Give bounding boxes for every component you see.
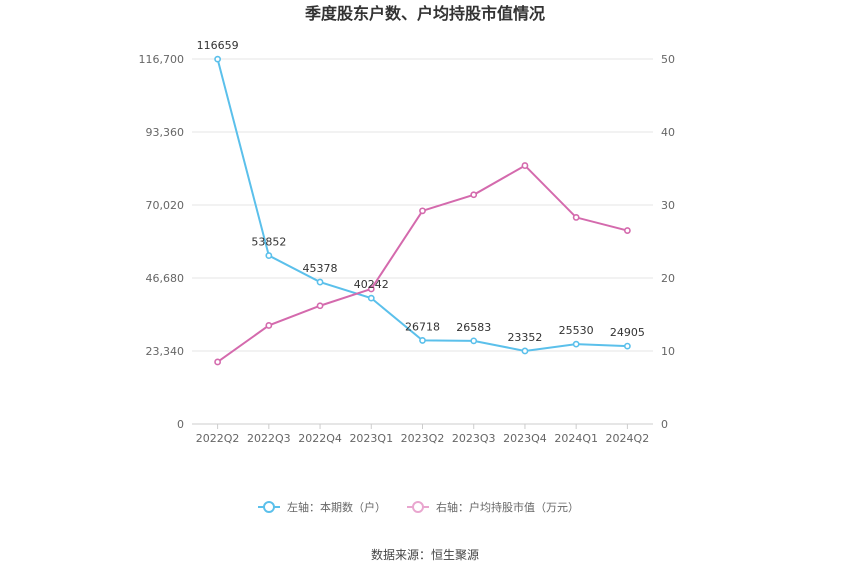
- left-tick-label: 93,360: [146, 126, 185, 139]
- data-point-0[interactable]: [572, 340, 580, 348]
- data-point-1[interactable]: [214, 358, 222, 366]
- data-point-1[interactable]: [470, 191, 478, 199]
- legend-item-left[interactable]: 左轴：本期数（户）: [258, 500, 386, 514]
- legend-label-right: 右轴：户均持股市值（万元）: [436, 500, 579, 514]
- x-tick-label: 2022Q3: [247, 432, 291, 445]
- data-label: 25530: [559, 324, 594, 337]
- left-tick-label: 46,680: [146, 272, 185, 285]
- right-tick-label: 10: [661, 345, 675, 358]
- x-tick-label: 2022Q2: [196, 432, 240, 445]
- legend-item-right[interactable]: 右轴：户均持股市值（万元）: [407, 500, 579, 514]
- data-label: 24905: [610, 326, 645, 339]
- right-tick-label: 50: [661, 53, 675, 66]
- data-point-0[interactable]: [214, 55, 222, 63]
- x-tick-label: 2023Q2: [401, 432, 445, 445]
- x-tick-label: 2022Q4: [298, 432, 342, 445]
- data-point-0[interactable]: [265, 252, 273, 259]
- left-axis: 0 23,340 46,680 70,020 93,360 116,700: [139, 53, 185, 431]
- data-label: 23352: [507, 331, 542, 344]
- legend-label-left: 左轴：本期数（户）: [287, 500, 386, 514]
- data-point-1[interactable]: [265, 322, 273, 329]
- x-tick-label: 2024Q1: [554, 432, 598, 445]
- source-text: 数据来源：恒生聚源: [371, 547, 479, 562]
- data-label: 40242: [354, 278, 389, 291]
- chart-title: 季度股东户数、户均持股市值情况: [304, 4, 545, 23]
- data-point-1[interactable]: [419, 207, 426, 215]
- data-point-1[interactable]: [572, 214, 580, 221]
- data-labels: 116659 53852 45378 40242 26718 26583 23352 2553…: [197, 39, 645, 344]
- right-tick-label: 30: [661, 199, 675, 212]
- right-tick-label: 0: [661, 418, 668, 431]
- data-point-0[interactable]: [316, 278, 324, 286]
- data-point-1[interactable]: [623, 227, 631, 234]
- data-label: 45378: [303, 262, 338, 275]
- data-point-1[interactable]: [316, 302, 324, 310]
- data-point-0[interactable]: [623, 342, 631, 350]
- data-point-0[interactable]: [470, 337, 478, 345]
- x-axis: 2022Q2 2022Q3 2022Q4 2023Q1 2023Q2 2023Q3 2023…: [196, 424, 649, 445]
- left-tick-label: 116,700: [139, 53, 185, 66]
- data-label: 26718: [405, 320, 440, 333]
- x-tick-label: 2023Q1: [349, 432, 393, 445]
- x-tick-label: 2023Q3: [452, 432, 496, 445]
- data-label: 116659: [197, 39, 239, 52]
- data-label: 53852: [251, 236, 286, 249]
- right-tick-label: 20: [661, 272, 675, 285]
- legend: 左轴：本期数（户） 右轴：户均持股市值（万元）: [258, 500, 579, 514]
- right-axis: 0 10 20 30 40 50: [661, 53, 675, 431]
- data-point-0[interactable]: [419, 337, 426, 344]
- series-layer: [214, 55, 631, 366]
- data-point-1[interactable]: [521, 162, 529, 169]
- left-tick-label: 0: [177, 418, 184, 431]
- x-tick-label: 2023Q4: [503, 432, 547, 445]
- left-tick-label: 70,020: [146, 199, 185, 212]
- data-point-0[interactable]: [367, 294, 375, 302]
- right-tick-label: 40: [661, 126, 675, 139]
- data-point-0[interactable]: [521, 347, 529, 355]
- data-label: 26583: [456, 321, 491, 334]
- data-point-1[interactable]: [367, 285, 375, 293]
- left-tick-label: 23,340: [146, 345, 185, 358]
- x-tick-label: 2024Q2: [606, 432, 650, 445]
